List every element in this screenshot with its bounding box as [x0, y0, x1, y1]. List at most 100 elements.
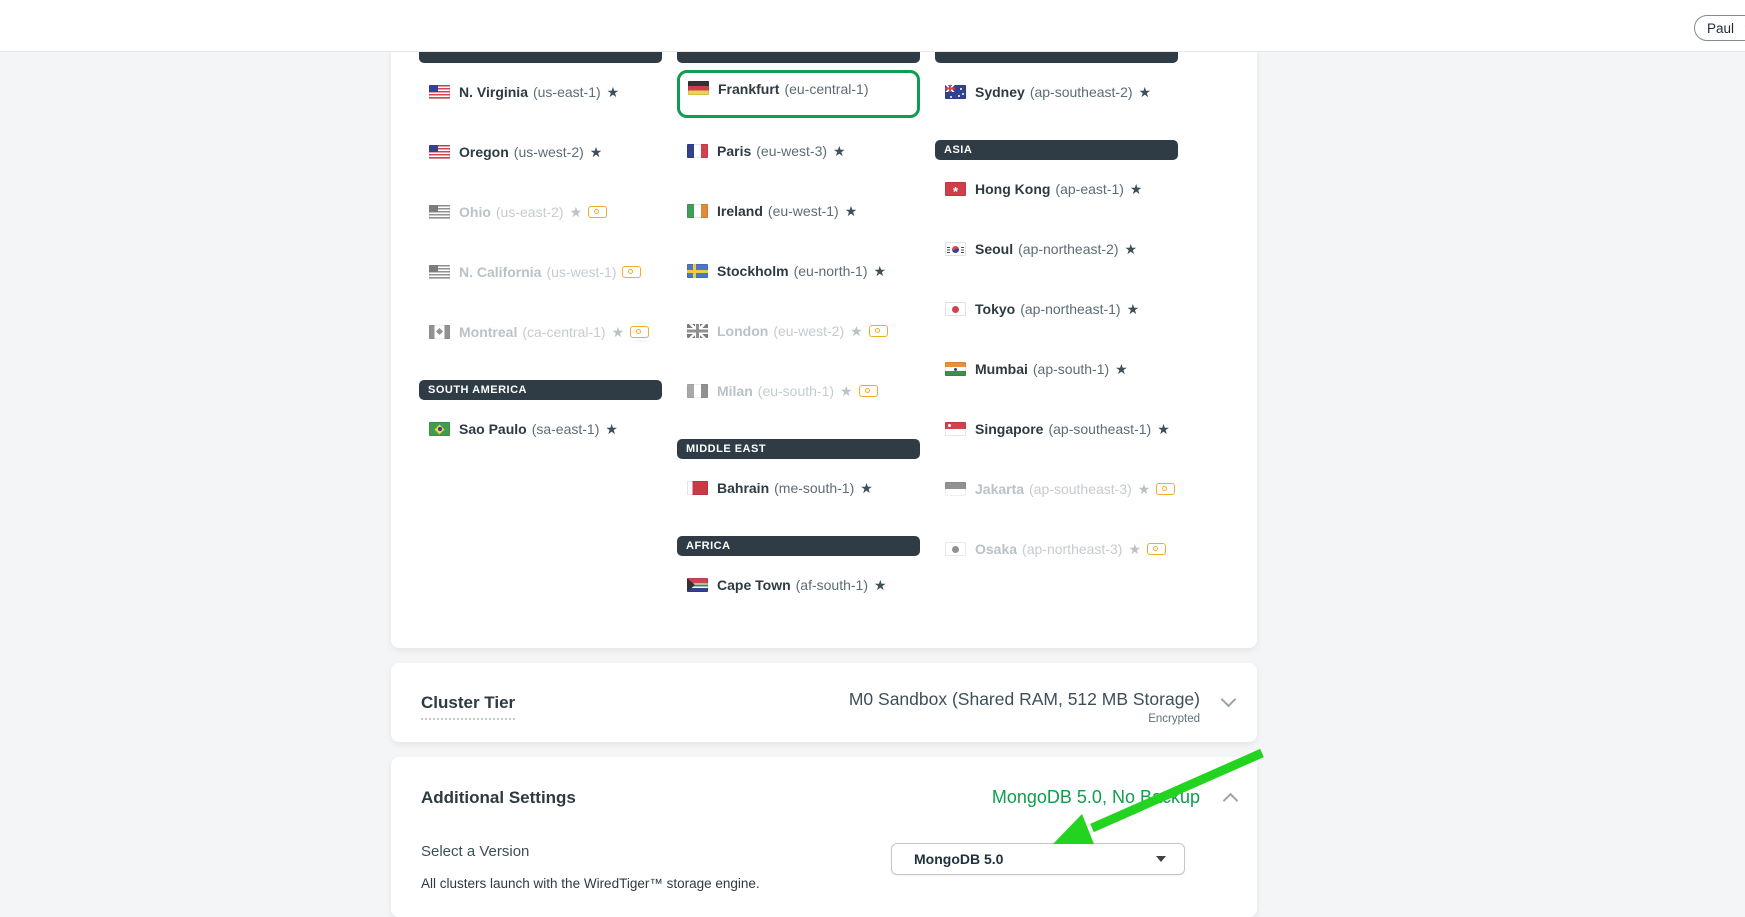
version-dropdown[interactable]: MongoDB 5.0 — [891, 843, 1185, 875]
star-icon: ★ — [844, 203, 858, 219]
region-code: (eu-south-1) — [757, 383, 835, 399]
region-code: (us-west-2) — [513, 144, 584, 160]
flag-icon-sg — [945, 422, 966, 436]
additional-settings-section: Additional Settings MongoDB 5.0, No Back… — [391, 757, 1257, 917]
region-option-tokyo[interactable]: Tokyo (ap-northeast-1) ★ — [935, 297, 1178, 321]
region-name: London — [717, 323, 769, 339]
region-option-n-virginia[interactable]: N. Virginia (us-east-1) ★ — [419, 80, 662, 104]
region-option-seoul[interactable]: Seoul (ap-northeast-2) ★ — [935, 237, 1178, 261]
flag-icon-us — [429, 145, 450, 159]
region-code: (ap-northeast-3) — [1022, 541, 1123, 557]
region-option-oregon[interactable]: Oregon (us-west-2) ★ — [419, 140, 662, 164]
star-icon: ★ — [1115, 361, 1128, 377]
region-code: (eu-west-1) — [767, 203, 839, 219]
region-column-europe: Frankfurt (eu-central-1) Paris (eu-west-3) ★… — [677, 43, 920, 597]
star-icon: ★ — [850, 323, 863, 339]
flag-icon-gb — [687, 324, 708, 338]
region-option-hong-kong[interactable]: Hong Kong(ap-east-1) ★ — [935, 177, 1178, 201]
region-code: (us-east-1) — [532, 84, 601, 100]
banknote-icon — [622, 266, 642, 278]
caret-down-icon — [1156, 856, 1166, 862]
region-code: (eu-west-2) — [773, 323, 845, 339]
region-code: (ap-northeast-1) — [1020, 301, 1121, 317]
region-name: Osaka — [975, 541, 1018, 557]
region-group-header: ASIA — [935, 140, 1178, 160]
chevron-down-icon[interactable] — [1220, 691, 1237, 708]
region-column-americas: N. Virginia (us-east-1) ★ Oregon (us-west-2)… — [419, 43, 662, 441]
region-code: (ap-south-1) — [1032, 361, 1110, 377]
region-option-singapore[interactable]: Singapore (ap-southeast-1) ★ — [935, 417, 1178, 441]
region-name: Bahrain — [717, 480, 770, 496]
user-menu-button[interactable]: Paul ▼ — [1694, 15, 1745, 41]
region-option-frankfurt[interactable]: Frankfurt (eu-central-1) — [677, 70, 920, 118]
version-dropdown-value: MongoDB 5.0 — [914, 851, 1004, 867]
star-icon: ★ — [1138, 84, 1152, 100]
flag-icon-de — [688, 81, 709, 95]
star-icon: ★ — [605, 421, 618, 437]
region-option-mumbai[interactable]: Mumbai (ap-south-1) ★ — [935, 357, 1178, 381]
star-icon: ★ — [589, 144, 603, 160]
region-option-osaka: Osaka (ap-northeast-3) ★ — [935, 537, 1178, 561]
flag-icon-ca — [429, 325, 450, 339]
star-icon: ★ — [1124, 241, 1138, 257]
region-group-header: AFRICA — [677, 536, 920, 556]
region-name: Cape Town — [717, 577, 791, 593]
additional-settings-summary: MongoDB 5.0, No Backup — [991, 787, 1200, 807]
region-code: (sa-east-1) — [531, 421, 600, 437]
star-icon: ★ — [1129, 181, 1143, 197]
star-icon: ★ — [1128, 541, 1141, 557]
region-code: (ap-southeast-3) — [1029, 481, 1132, 497]
flag-icon-it — [687, 384, 708, 398]
flag-icon-fr — [687, 144, 708, 158]
caret-down-icon: ▼ — [1743, 23, 1745, 33]
flag-icon-in — [945, 362, 966, 376]
region-name: Mumbai — [975, 361, 1028, 377]
banknote-icon — [868, 325, 888, 337]
region-name: Stockholm — [717, 263, 789, 279]
flag-icon-hk — [945, 182, 966, 196]
region-name: Paris — [717, 143, 752, 159]
flag-icon-ie — [687, 204, 708, 218]
region-option-paris[interactable]: Paris (eu-west-3) ★ — [677, 139, 920, 163]
region-name: Tokyo — [975, 301, 1016, 317]
region-code: (us-east-2) — [495, 204, 564, 220]
star-icon: ★ — [840, 383, 853, 399]
star-icon: ★ — [569, 204, 583, 220]
region-name: Ireland — [717, 203, 763, 219]
star-icon: ★ — [606, 84, 620, 100]
banknote-icon — [858, 385, 878, 397]
region-selector-card: N. Virginia (us-east-1) ★ Oregon (us-west-2)… — [391, 40, 1257, 648]
chevron-up-icon[interactable] — [1222, 792, 1239, 809]
region-code: (me-south-1) — [774, 480, 855, 496]
region-code: (af-south-1) — [795, 577, 868, 593]
region-option-milan: Milan (eu-south-1) ★ — [677, 379, 920, 403]
region-group-header: MIDDLE EAST — [677, 439, 920, 459]
region-option-cape-town[interactable]: Cape Town (af-south-1) ★ — [677, 573, 920, 597]
region-code: (eu-central-1) — [784, 81, 869, 97]
region-code: (ap-southeast-1) — [1048, 421, 1152, 437]
region-option-sydney[interactable]: Sydney (ap-southeast-2) ★ — [935, 80, 1178, 104]
flag-icon-us — [429, 85, 450, 99]
star-icon: ★ — [1137, 481, 1151, 497]
region-option-sao-paulo[interactable]: Sao Paulo (sa-east-1) ★ — [419, 417, 662, 441]
region-name: N. Virginia — [459, 84, 528, 100]
region-option-jakarta: Jakarta (ap-southeast-3) ★ — [935, 477, 1178, 501]
region-option-bahrain[interactable]: Bahrain (me-south-1) ★ — [677, 476, 920, 500]
flag-icon-au — [945, 85, 966, 99]
star-icon: ★ — [873, 263, 887, 279]
star-icon: ★ — [611, 324, 625, 340]
cluster-tier-section[interactable]: Cluster Tier M0 Sandbox (Shared RAM, 512… — [391, 663, 1257, 742]
region-name: Hong Kong — [975, 181, 1051, 197]
star-icon: ★ — [1126, 301, 1140, 317]
region-code: (ap-northeast-2) — [1018, 241, 1119, 257]
flag-icon-bh — [687, 481, 708, 495]
region-option-ireland[interactable]: Ireland (eu-west-1) ★ — [677, 199, 920, 223]
region-name: Montreal — [459, 324, 518, 340]
region-name: Ohio — [459, 204, 491, 220]
region-code: (ca-central-1) — [522, 324, 606, 340]
region-name: N. California — [459, 264, 542, 280]
region-code: (eu-west-3) — [756, 143, 828, 159]
region-group-header: SOUTH AMERICA — [419, 380, 662, 400]
flag-icon-us — [429, 205, 450, 219]
region-option-stockholm[interactable]: Stockholm (eu-north-1) ★ — [677, 259, 920, 283]
